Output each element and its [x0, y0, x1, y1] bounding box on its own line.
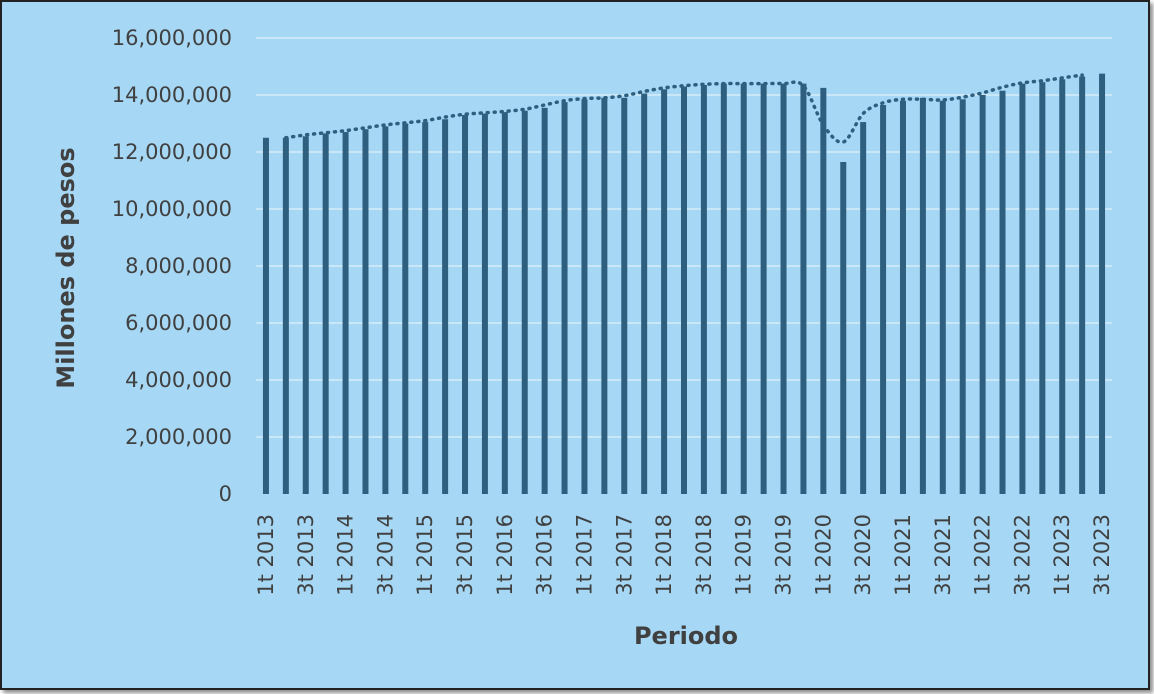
bar — [959, 99, 966, 495]
bar — [462, 114, 469, 494]
bar — [979, 95, 986, 494]
x-tick-label: 1t 2020 — [811, 514, 835, 596]
bars — [262, 73, 1106, 495]
y-tick-label: 12,000,000 — [112, 140, 232, 164]
x-tick-label: 1t 2014 — [334, 514, 358, 596]
y-tick-label: 14,000,000 — [112, 83, 232, 107]
bar — [919, 97, 926, 494]
bar — [1019, 83, 1026, 494]
x-tick-label: 1t 2017 — [572, 514, 596, 596]
bar — [760, 83, 767, 494]
x-tick-label: 3t 2013 — [294, 514, 318, 596]
x-tick-label: 3t 2014 — [373, 514, 397, 596]
x-tick-label: 3t 2023 — [1090, 514, 1114, 596]
x-tick-label: 3t 2022 — [1010, 514, 1034, 596]
bar — [1079, 76, 1086, 494]
bar — [601, 97, 608, 494]
bar — [661, 89, 668, 495]
x-tick-label: 3t 2015 — [453, 514, 477, 596]
trend-line — [284, 73, 1084, 144]
bar — [780, 83, 787, 494]
bar — [1059, 79, 1066, 494]
bar — [362, 129, 369, 494]
x-tick-label: 1t 2019 — [732, 514, 756, 596]
bar — [899, 100, 906, 494]
y-axis-ticks: 0 2,000,000 4,000,000 6,000,000 8,000,000 10,… — [112, 26, 232, 506]
x-tick-label: 3t 2019 — [772, 514, 796, 596]
x-tick-label: 1t 2016 — [493, 514, 517, 596]
bar — [521, 110, 528, 495]
bar — [342, 132, 349, 495]
x-tick-label: 1t 2013 — [254, 514, 278, 596]
y-tick-label: 16,000,000 — [112, 26, 232, 50]
bar — [442, 119, 449, 494]
bar — [322, 133, 329, 494]
x-tick-label: 1t 2022 — [971, 514, 995, 596]
bar — [681, 86, 687, 494]
y-tick-label: 10,000,000 — [112, 197, 232, 221]
x-tick-label: 1t 2015 — [413, 514, 437, 596]
bar — [262, 137, 269, 494]
bar — [402, 123, 409, 494]
x-tick-label: 3t 2017 — [612, 514, 636, 596]
y-tick-label: 6,000,000 — [125, 311, 232, 335]
x-tick-label: 3t 2021 — [931, 514, 955, 596]
bar — [1039, 82, 1046, 495]
x-tick-label: 1t 2018 — [652, 514, 676, 596]
bar — [700, 85, 707, 495]
bar — [561, 102, 568, 494]
x-tick-label: 1t 2021 — [891, 514, 915, 596]
bar — [382, 126, 389, 494]
x-tick-label: 1t 2023 — [1050, 514, 1074, 596]
bar — [641, 93, 648, 494]
y-tick-label: 2,000,000 — [125, 425, 232, 449]
bar — [481, 113, 488, 495]
bar — [422, 122, 429, 494]
y-tick-label: 4,000,000 — [125, 368, 232, 392]
bar — [581, 99, 588, 495]
bar — [1099, 73, 1106, 494]
y-tick-label: 8,000,000 — [125, 254, 232, 278]
bar — [880, 104, 887, 494]
bar — [800, 83, 807, 494]
x-tick-label: 3t 2016 — [533, 514, 557, 596]
bar — [501, 112, 508, 494]
bar — [820, 87, 827, 494]
y-tick-label: 0 — [219, 482, 232, 506]
x-axis-title: Periodo — [634, 622, 738, 650]
bar — [720, 83, 727, 494]
x-axis-ticks: 1t 2013 3t 2013 1t 2014 3t 2014 1t 2015 3t 20… — [254, 514, 1114, 596]
bar — [999, 90, 1006, 494]
bar — [860, 122, 867, 494]
bar — [282, 137, 289, 494]
x-tick-label: 3t 2018 — [692, 514, 716, 596]
bar — [541, 107, 548, 494]
bar — [939, 100, 946, 494]
bar — [740, 83, 747, 494]
x-tick-label: 3t 2020 — [851, 514, 875, 596]
y-axis-title: Millones de pesos — [52, 147, 80, 388]
bar — [302, 136, 309, 494]
bar — [621, 97, 628, 494]
bar — [840, 161, 847, 494]
